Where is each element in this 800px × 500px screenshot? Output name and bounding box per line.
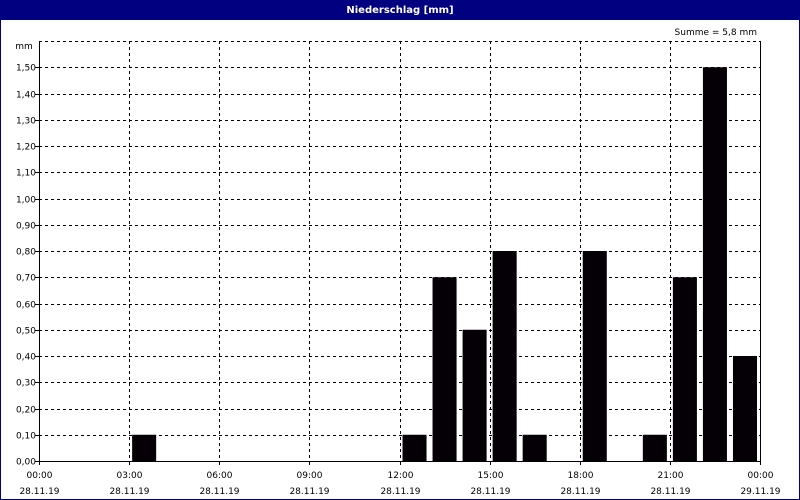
x-tick-time-label: 06:00 — [207, 471, 233, 481]
y-tick-label: 0,40 — [16, 353, 36, 363]
y-tick-label: 1,00 — [16, 196, 36, 206]
precip-bar — [492, 251, 517, 461]
chart-title: Niederschlag [mm] — [1, 1, 799, 20]
x-tick-date-label: 28.11.19 — [650, 487, 690, 497]
y-tick-label: 0,10 — [16, 432, 36, 442]
y-tick-label: 0,20 — [16, 406, 36, 416]
y-tick-label: 1,50 — [16, 64, 36, 74]
y-tick-label: 0,80 — [16, 248, 36, 258]
precip-bar — [462, 329, 487, 461]
y-tick-label: 0,00 — [16, 458, 36, 468]
x-tick-date-label: 28.11.19 — [109, 487, 149, 497]
y-tick-label: 0,90 — [16, 222, 36, 232]
x-tick-date-label: 28.11.19 — [560, 487, 600, 497]
y-tick-label: 1,40 — [16, 91, 36, 101]
x-tick-date-label: 28.11.19 — [199, 487, 239, 497]
precip-bar — [702, 67, 727, 461]
x-tick-time-label: 00:00 — [27, 471, 53, 481]
precip-bar — [672, 277, 697, 461]
y-tick-label: 1,20 — [16, 143, 36, 153]
precip-bar — [582, 251, 607, 461]
x-tick-date-label: 28.11.19 — [380, 487, 420, 497]
precip-bar — [732, 356, 757, 461]
precip-bar — [402, 434, 427, 461]
y-tick-label: 0,60 — [16, 301, 36, 311]
y-axis-unit-label: mm — [15, 42, 33, 52]
x-tick-date-label: 28.11.19 — [289, 487, 329, 497]
x-tick-time-label: 09:00 — [297, 471, 323, 481]
y-tick-label: 0,50 — [16, 327, 36, 337]
x-tick-time-label: 15:00 — [478, 471, 504, 481]
precip-bar — [432, 277, 457, 461]
precip-bar — [642, 434, 667, 461]
precip-bar — [522, 434, 547, 461]
x-tick-date-label: 28.11.19 — [19, 487, 59, 497]
x-tick-time-label: 21:00 — [658, 471, 684, 481]
x-tick-date-label: 29.11.19 — [740, 487, 780, 497]
y-tick-label: 0,70 — [16, 274, 36, 284]
precip-bar — [132, 434, 157, 461]
x-tick-time-label: 12:00 — [388, 471, 414, 481]
x-tick-time-label: 18:00 — [568, 471, 594, 481]
x-tick-date-label: 28.11.19 — [470, 487, 510, 497]
x-tick-time-label: 00:00 — [748, 471, 774, 481]
sum-annotation: Summe = 5,8 mm — [675, 28, 757, 38]
x-tick-time-label: 03:00 — [117, 471, 143, 481]
y-tick-label: 1,30 — [16, 117, 36, 127]
y-tick-label: 0,30 — [16, 379, 36, 389]
y-tick-label: 1,10 — [16, 169, 36, 179]
